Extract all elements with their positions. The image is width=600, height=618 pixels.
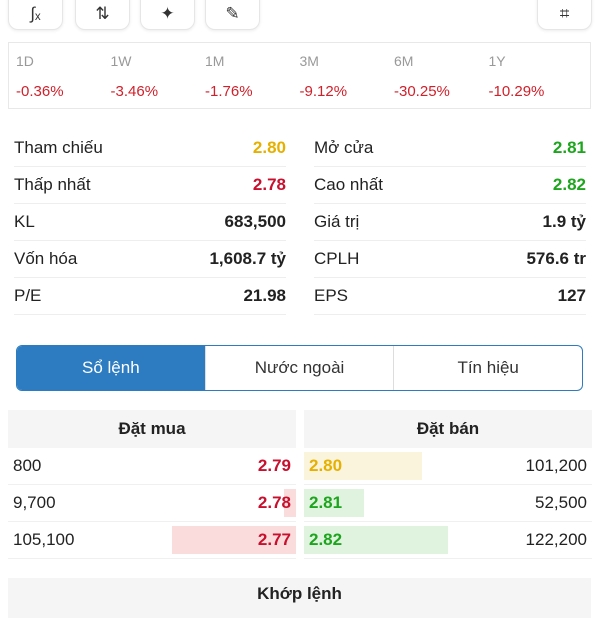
tab-1[interactable]: Nước ngoài (204, 346, 394, 390)
buy-volume-bar (172, 526, 296, 554)
period-change: -1.76% (205, 83, 253, 100)
stat-row: KL 683,500 (14, 204, 286, 241)
stat-row: Cao nhất 2.82 (314, 167, 586, 204)
pencil-button[interactable]: ✎ (205, 0, 260, 30)
period-3M[interactable]: 3M -9.12% (300, 43, 395, 108)
period-performance: 1D -0.36% 1W -3.46% 1M -1.76% 3M -9.12% 6M -30.25… (8, 42, 591, 109)
stat-label: EPS (314, 286, 349, 305)
stat-label: Cao nhất (314, 175, 383, 194)
buy-price: 2.79 (257, 456, 291, 475)
stat-label: Thấp nhất (14, 175, 91, 194)
sell-row[interactable]: 2.80 101,200 (304, 448, 592, 485)
buy-row[interactable]: 9,700 2.78 (8, 485, 296, 522)
sell-volume-bar (304, 452, 423, 480)
compare-button[interactable]: ⇅ (75, 0, 130, 30)
stat-label: Tham chiếu (14, 138, 103, 157)
screenshot-icon: ⌗ (559, 4, 570, 23)
stat-label: CPLH (314, 249, 360, 268)
stat-row: Giá trị 1.9 tỷ (314, 204, 586, 241)
sell-volume-bar (304, 489, 365, 517)
stat-row: CPLH 576.6 tr (314, 241, 586, 278)
compare-icon: ⇅ (95, 4, 110, 23)
function-icon: ∫ₓ (30, 4, 41, 23)
pencil-icon: ✎ (225, 4, 240, 23)
period-change: -0.36% (16, 83, 64, 100)
stat-value: 1,608.7 tỷ (209, 249, 286, 268)
stat-row: Mở cửa 2.81 (314, 130, 586, 167)
buy-row[interactable]: 105,100 2.77 (8, 522, 296, 559)
stat-row: Vốn hóa 1,608.7 tỷ (14, 241, 286, 278)
stat-value: 683,500 (224, 212, 286, 231)
stat-label: KL (14, 212, 35, 231)
buy-volume: 9,700 (13, 493, 56, 512)
ai-sparkle-button[interactable]: ✦ (140, 0, 195, 30)
tab-2[interactable]: Tín hiệu (393, 346, 582, 390)
period-6M[interactable]: 6M -30.25% (394, 43, 489, 108)
stat-value: 2.80 (252, 138, 286, 157)
period-label: 6M (394, 53, 414, 69)
stat-label: P/E (14, 286, 42, 305)
buy-volume: 105,100 (13, 530, 75, 549)
period-1Y[interactable]: 1Y -10.29% (489, 43, 584, 108)
tab-bar: Sổ lệnh Nước ngoài Tín hiệu (16, 345, 583, 391)
screenshot-button[interactable]: ⌗ (537, 0, 592, 30)
buy-price: 2.78 (257, 493, 291, 512)
buy-orders: Đặt mua 800 2.79 9,700 2.78 105,100 2.77 (8, 410, 296, 559)
period-1M[interactable]: 1M -1.76% (205, 43, 300, 108)
sell-row[interactable]: 2.81 52,500 (304, 485, 592, 522)
stat-value: 1.9 tỷ (542, 212, 586, 231)
stat-row: EPS 127 (314, 278, 586, 315)
ai-sparkle-icon: ✦ (160, 4, 175, 23)
stat-value: 2.81 (552, 138, 586, 157)
stat-row: Tham chiếu 2.80 (14, 130, 286, 167)
sell-row[interactable]: 2.82 122,200 (304, 522, 592, 559)
period-label: 1W (110, 53, 132, 69)
matched-orders-header: Khớp lệnh (8, 578, 591, 618)
period-change: -9.12% (299, 83, 348, 100)
period-label: 1M (205, 53, 225, 69)
buy-header: Đặt mua (8, 410, 296, 448)
sell-volume-bar (304, 526, 448, 554)
function-button[interactable]: ∫ₓ (8, 0, 63, 30)
period-change: -30.25% (394, 83, 450, 100)
period-change: -3.46% (110, 83, 159, 100)
period-label: 1D (16, 53, 34, 69)
sell-orders: Đặt bán 2.80 101,200 2.81 52,500 2.82 122,200 (304, 410, 592, 559)
sell-price: 2.81 (309, 493, 343, 512)
sell-price: 2.82 (309, 530, 343, 549)
tab-0[interactable]: Sổ lệnh (17, 346, 205, 390)
sell-volume: 122,200 (525, 530, 587, 549)
buy-volume: 800 (13, 456, 42, 475)
sell-volume: 52,500 (535, 493, 587, 512)
sell-volume: 101,200 (525, 456, 587, 475)
stat-label: Mở cửa (314, 138, 374, 157)
buy-price: 2.77 (257, 530, 291, 549)
period-label: 1Y (488, 53, 506, 69)
stat-row: Thấp nhất 2.78 (14, 167, 286, 204)
period-change: -10.29% (488, 83, 545, 100)
stats-grid: Tham chiếu 2.80 Mở cửa 2.81 Thấp nhất 2.78 Cao… (14, 130, 586, 315)
stat-label: Vốn hóa (14, 249, 78, 268)
period-1W[interactable]: 1W -3.46% (111, 43, 206, 108)
sell-header: Đặt bán (304, 410, 592, 448)
period-label: 3M (299, 53, 319, 69)
stat-label: Giá trị (314, 212, 360, 231)
stat-value: 21.98 (243, 286, 286, 305)
stat-row: P/E 21.98 (14, 278, 286, 315)
stat-value: 576.6 tr (526, 249, 586, 268)
buy-volume-bar (284, 489, 296, 517)
buy-row[interactable]: 800 2.79 (8, 448, 296, 485)
stat-value: 2.78 (252, 175, 286, 194)
sell-price: 2.80 (309, 456, 343, 475)
stat-value: 127 (557, 286, 586, 305)
stat-value: 2.82 (552, 175, 586, 194)
period-1D[interactable]: 1D -0.36% (16, 43, 111, 108)
